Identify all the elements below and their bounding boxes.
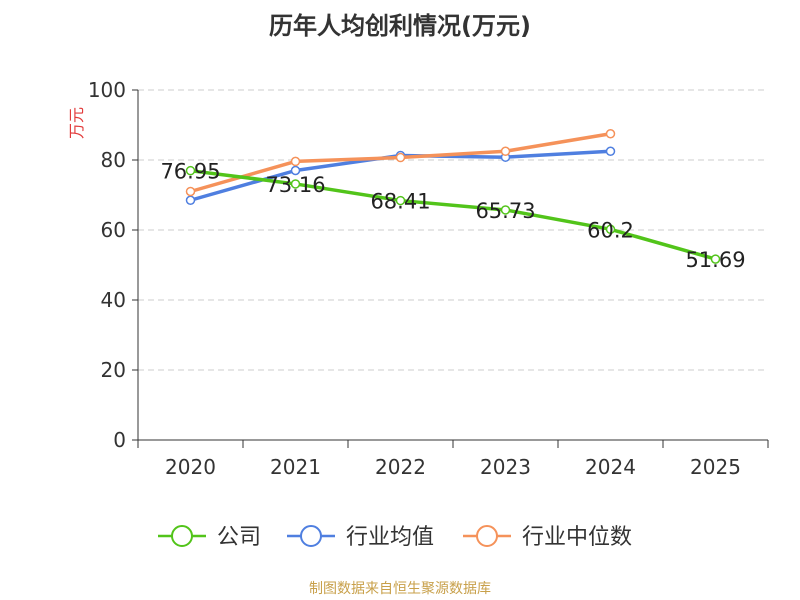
x-tick-label-2025: 2025 — [690, 455, 741, 479]
legend-item-0[interactable]: 公司 — [158, 525, 261, 550]
legend-marker-2 — [476, 525, 498, 547]
grid-lines — [138, 89, 768, 371]
data-label-2025: 51.69 — [685, 248, 745, 272]
data-point-0-2021 — [290, 179, 301, 189]
y-axis-title: 万元 — [67, 107, 86, 139]
series-group — [185, 129, 721, 264]
x-tick-label-2020: 2020 — [165, 455, 216, 479]
data-point-1-2024 — [605, 146, 616, 156]
x-tick-label-2022: 2022 — [375, 455, 426, 479]
data-point-1-2021 — [290, 165, 301, 176]
x-tick-label-2021: 2021 — [270, 455, 321, 479]
data-point-0-2023 — [500, 205, 511, 215]
legend-label-1: 行业均值 — [346, 525, 434, 550]
data-point-2-2021 — [290, 156, 301, 167]
data-label-2021: 73.16 — [265, 173, 325, 197]
data-point-0-2022 — [395, 195, 406, 206]
data-label-2024: 60.2 — [587, 218, 634, 242]
data-label-2023: 65.73 — [475, 199, 535, 223]
data-point-2-2023 — [500, 146, 511, 156]
y-tick-label-40: 40 — [101, 288, 126, 312]
y-tick-label-100: 100 — [88, 78, 126, 102]
legend-marker-1 — [300, 525, 322, 547]
data-point-0-2024 — [605, 224, 616, 235]
y-tick-label-20: 20 — [101, 358, 126, 382]
legend-item-2[interactable]: 行业中位数 — [463, 525, 632, 550]
data-point-2-2020 — [185, 186, 196, 197]
legend[interactable]: 公司 行业均值 行业中位数 — [158, 525, 632, 550]
data-labels: 76.95 73.16 68.41 65.73 60.2 51.69 — [160, 160, 745, 272]
y-tick-label-80: 80 — [101, 148, 126, 172]
x-tick-label-2024: 2024 — [585, 455, 636, 479]
source-note: 制图数据来自恒生聚源数据库 — [309, 581, 491, 597]
data-point-0-2025 — [710, 254, 721, 264]
data-label-2022: 68.41 — [370, 190, 430, 214]
data-label-2020: 76.95 — [160, 160, 220, 184]
data-point-1-2020 — [185, 195, 196, 205]
chart-title: 历年人均创利情况(万元) — [269, 12, 531, 40]
legend-label-2: 行业中位数 — [522, 525, 632, 550]
y-tick-label-60: 60 — [101, 218, 126, 242]
data-point-0-2020 — [185, 165, 196, 176]
legend-label-0: 公司 — [217, 525, 261, 550]
legend-marker-0 — [171, 525, 193, 547]
data-point-2-2024 — [605, 129, 616, 139]
legend-item-1[interactable]: 行业均值 — [287, 525, 434, 550]
x-tick-label-2023: 2023 — [480, 455, 531, 479]
data-point-2-2022 — [395, 152, 406, 163]
series-line-0 — [188, 168, 718, 261]
y-tick-label-0: 0 — [113, 428, 126, 452]
